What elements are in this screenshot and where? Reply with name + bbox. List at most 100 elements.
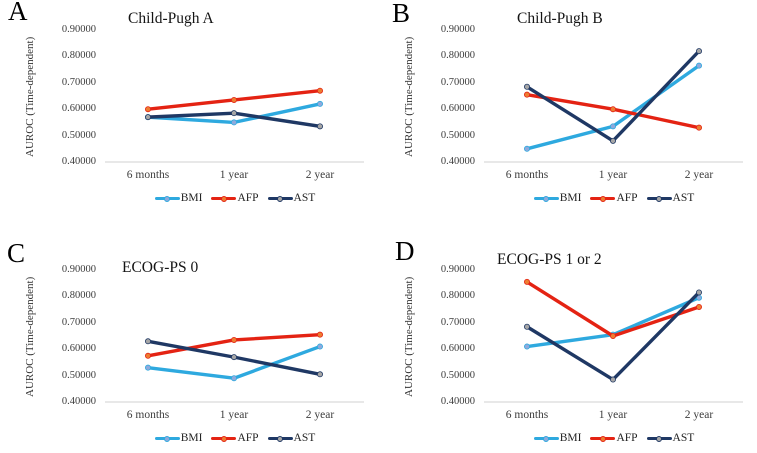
legend-item-afp: AFP: [211, 432, 259, 445]
data-point-marker-ast: [609, 137, 616, 144]
x-tick-label: 1 year: [598, 169, 628, 181]
legend-marker-afp-icon: [220, 195, 227, 202]
data-point-marker-ast: [695, 289, 702, 296]
data-point-marker-afp: [316, 331, 323, 338]
y-tick-label: 0.50000: [61, 369, 96, 381]
panel-child-pugh-b: B AUROC (Time-dependent) Child-Pugh B 0.…: [379, 0, 757, 226]
legend-line-afp-icon: [590, 435, 616, 442]
y-tick-label: 0.50000: [440, 129, 475, 141]
y-tick-label: 0.40000: [440, 156, 475, 167]
x-tick-label: 2 year: [305, 409, 335, 421]
panel-child-pugh-a: A AUROC (Time-dependent) Child-Pugh A 0.…: [0, 0, 378, 226]
data-point-marker-bmi: [144, 364, 151, 371]
x-tick-label: 2 year: [684, 409, 714, 421]
legend-line-afp-icon: [590, 195, 616, 202]
data-point-marker-afp: [230, 336, 237, 343]
panel-letter: C: [7, 238, 26, 268]
data-point-marker-ast: [316, 371, 323, 378]
data-point-marker-afp: [144, 352, 151, 359]
y-tick-label: 0.90000: [61, 264, 96, 275]
legend-line-ast-icon: [267, 195, 293, 202]
data-point-marker-bmi: [230, 119, 237, 126]
panel-title: ECOG-PS 0: [122, 259, 199, 276]
legend: BMI AFP AST: [103, 192, 367, 205]
legend-label: BMI: [180, 432, 203, 444]
panel-ecog-ps-0: C AUROC (Time-dependent) ECOG-PS 0 0.900…: [0, 227, 378, 453]
plot-area: [105, 331, 364, 403]
panel-title: Child-Pugh B: [517, 10, 603, 27]
panel-letter: D: [395, 236, 415, 266]
legend-line-bmi-icon: [154, 195, 180, 202]
y-tick-label: 0.60000: [61, 343, 96, 355]
y-tick-label: 0.60000: [440, 103, 475, 115]
data-point-marker-ast: [316, 123, 323, 130]
legend: BMI AFP AST: [103, 432, 367, 445]
legend-marker-bmi-icon: [164, 195, 171, 202]
legend-marker-ast-icon: [656, 195, 663, 202]
legend-label: AST: [293, 432, 316, 444]
data-point-marker-bmi: [523, 343, 530, 350]
legend-marker-bmi-icon: [543, 435, 550, 442]
y-tick-label: 0.90000: [440, 264, 475, 275]
legend-label: AFP: [616, 432, 638, 444]
y-tick-label: 0.60000: [61, 103, 96, 115]
x-tick-label: 6 months: [505, 409, 549, 421]
legend-marker-ast-icon: [277, 195, 284, 202]
legend-item-ast: AST: [646, 432, 694, 445]
data-point-marker-bmi: [316, 100, 323, 107]
y-tick-label: 0.80000: [61, 50, 96, 62]
panel-title: Child-Pugh A: [128, 10, 214, 27]
series-line-bmi: [526, 296, 700, 349]
legend-line-bmi-icon: [533, 195, 559, 202]
legend-marker-ast-icon: [277, 435, 284, 442]
legend-line-ast-icon: [267, 435, 293, 442]
legend-item-afp: AFP: [590, 192, 638, 205]
data-point-marker-ast: [609, 376, 616, 383]
data-point-marker-ast: [144, 338, 151, 345]
legend-label: AFP: [616, 192, 638, 204]
plot-area: [484, 278, 743, 403]
legend-line-bmi-icon: [533, 435, 559, 442]
y-tick-label: 0.70000: [61, 76, 96, 88]
y-tick-label: 0.90000: [61, 24, 96, 35]
data-point-marker-ast: [523, 323, 530, 330]
panel-ecog-ps-1-or-2: D AUROC (Time-dependent) ECOG-PS 1 or 2 …: [379, 227, 757, 453]
data-point-marker-bmi: [609, 123, 616, 130]
data-point-marker-ast: [695, 48, 702, 55]
y-tick-label: 0.50000: [61, 129, 96, 141]
plot-area: [105, 87, 364, 163]
legend-item-bmi: BMI: [533, 432, 582, 445]
x-tick-label: 1 year: [219, 409, 249, 421]
data-point-marker-afp: [316, 87, 323, 94]
data-point-marker-afp: [695, 124, 702, 131]
panel-letter: B: [392, 0, 411, 28]
x-tick-label: 6 months: [126, 409, 170, 421]
x-tick-label: 1 year: [219, 169, 249, 181]
y-tick-label: 0.90000: [440, 24, 475, 35]
data-point-marker-afp: [695, 303, 702, 310]
data-point-marker-afp: [609, 333, 616, 340]
y-tick-label: 0.80000: [61, 290, 96, 302]
legend: BMI AFP AST: [482, 432, 746, 445]
y-tick-label: 0.60000: [440, 343, 475, 355]
legend-item-ast: AST: [267, 192, 315, 205]
x-tick-label: 2 year: [305, 169, 335, 181]
y-tick-label: 0.70000: [440, 76, 475, 88]
y-tick-label: 0.40000: [61, 156, 96, 167]
y-tick-label: 0.40000: [61, 396, 96, 407]
legend-marker-bmi-icon: [164, 435, 171, 442]
legend-marker-bmi-icon: [543, 195, 550, 202]
legend-label: BMI: [559, 432, 582, 444]
y-tick-label: 0.80000: [440, 290, 475, 302]
data-point-marker-afp: [144, 106, 151, 113]
data-point-marker-afp: [523, 278, 530, 285]
legend-line-ast-icon: [646, 195, 672, 202]
legend-item-bmi: BMI: [533, 192, 581, 205]
data-point-marker-afp: [523, 91, 530, 98]
legend-line-bmi-icon: [154, 435, 180, 442]
data-point-marker-ast: [230, 354, 237, 361]
y-tick-label: 0.40000: [440, 396, 475, 407]
legend-line-afp-icon: [211, 435, 237, 442]
legend-item-ast: AST: [646, 192, 694, 205]
